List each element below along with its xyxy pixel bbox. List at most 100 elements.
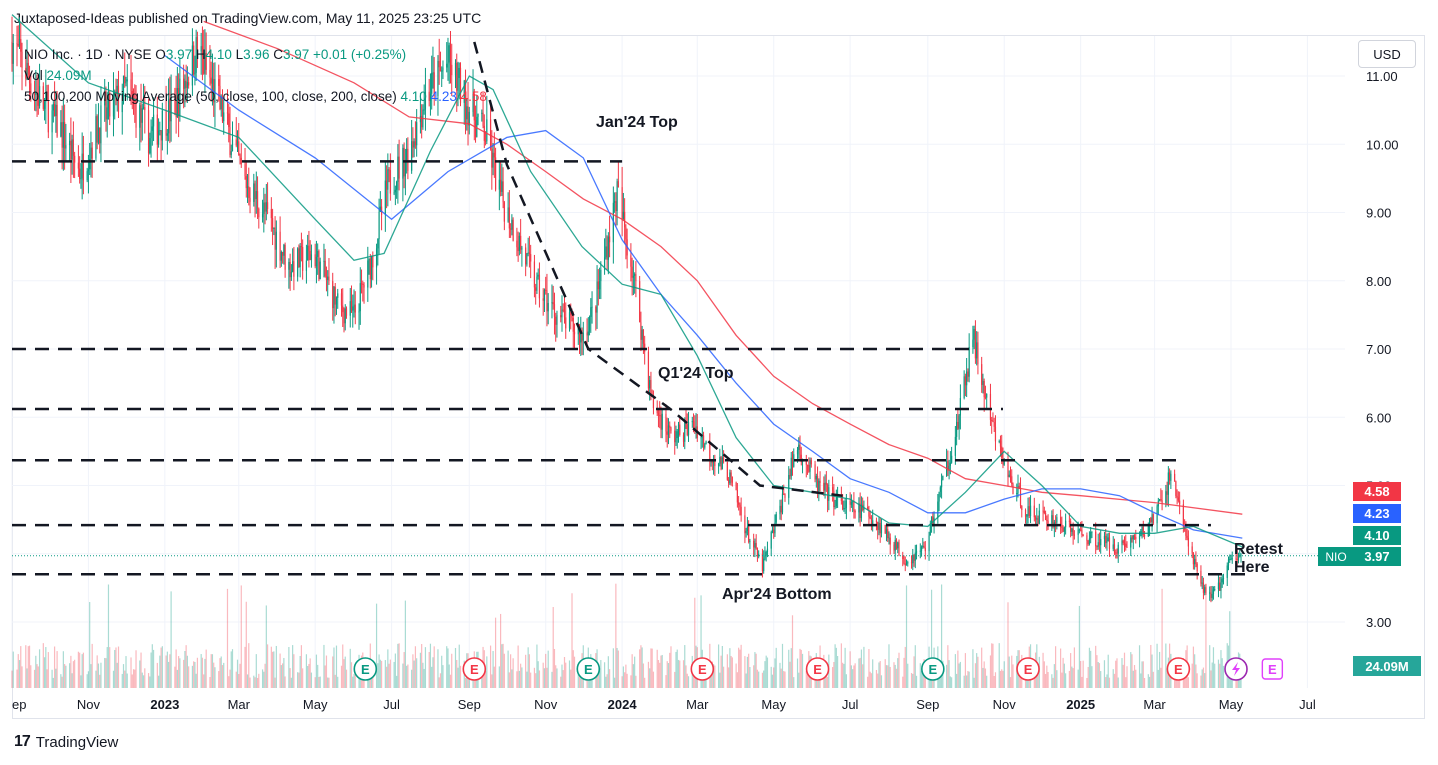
candle-body xyxy=(542,298,544,301)
volume-bar xyxy=(446,646,448,688)
volume-bar xyxy=(661,654,663,688)
volume-bar xyxy=(429,643,432,688)
candle-body xyxy=(161,110,163,141)
candle-body xyxy=(384,180,386,215)
candle-body xyxy=(595,306,597,313)
volume-bar xyxy=(986,675,988,688)
candle-body xyxy=(999,440,1002,447)
candle-body xyxy=(254,183,256,200)
volume-bar xyxy=(571,593,573,688)
volume-bar xyxy=(915,675,918,688)
volume-bar xyxy=(114,649,116,688)
volume-bar xyxy=(904,646,906,688)
volume-bar xyxy=(109,647,111,688)
candle-body xyxy=(337,293,339,298)
volume-bar xyxy=(297,672,299,688)
volume-bar xyxy=(837,656,839,688)
candle-body xyxy=(38,86,41,106)
close-value: 3.97 xyxy=(282,47,310,62)
volume-bar xyxy=(869,671,871,688)
candle-body xyxy=(318,251,320,280)
x-tick-label: 2024 xyxy=(608,697,638,712)
candle-body xyxy=(486,119,488,142)
volume-bar xyxy=(920,670,923,688)
candle-body xyxy=(652,396,655,409)
volume-bar xyxy=(456,659,458,688)
candle-body xyxy=(1061,524,1063,528)
candle-body xyxy=(1051,515,1053,524)
volume-bar xyxy=(799,648,801,688)
candle-body xyxy=(739,504,741,507)
candle-body xyxy=(319,261,321,280)
volume-bar xyxy=(248,643,250,688)
volume-bar xyxy=(388,663,390,688)
volume-bar xyxy=(1230,677,1232,688)
candle-body xyxy=(135,102,137,128)
volume-bar xyxy=(64,664,66,688)
volume-bar xyxy=(214,667,216,688)
volume-bar xyxy=(433,646,435,688)
volume-bar xyxy=(854,663,856,688)
annotation-apr24-bottom: Apr'24 Bottom xyxy=(722,586,832,603)
volume-bar xyxy=(614,677,616,688)
candle-body xyxy=(345,308,348,316)
volume-bar xyxy=(1063,663,1065,688)
footer-brand[interactable]: 17 TradingView xyxy=(14,733,118,751)
volume-bar xyxy=(991,643,993,688)
volume-bar xyxy=(280,665,282,688)
candle-body xyxy=(293,261,295,277)
volume-bar xyxy=(765,655,767,688)
candle-body xyxy=(968,347,970,377)
candle-body xyxy=(82,153,85,181)
volume-bar xyxy=(739,649,741,688)
volume-bar xyxy=(396,675,398,688)
candle-body xyxy=(735,482,737,491)
volume-bar xyxy=(907,663,909,688)
candle-body xyxy=(1229,558,1231,560)
candle-body xyxy=(1196,563,1198,571)
candle-body xyxy=(932,516,934,525)
candle-body xyxy=(1044,512,1047,520)
candle-body xyxy=(1236,558,1238,560)
candle-body xyxy=(1012,483,1014,494)
volume-bar xyxy=(640,645,642,688)
volume-bar xyxy=(632,664,634,688)
candle-body xyxy=(428,91,430,101)
volume-bar xyxy=(669,652,671,688)
candle-body xyxy=(1088,538,1091,545)
volume-bar xyxy=(379,659,381,688)
volume-bars xyxy=(11,583,1242,688)
candle-body xyxy=(501,181,503,192)
volume-bar xyxy=(1053,664,1055,688)
volume-bar xyxy=(968,671,970,688)
volume-bar xyxy=(565,662,567,688)
volume-bar xyxy=(203,674,205,688)
candle-body xyxy=(1028,506,1030,517)
currency-button[interactable]: USD xyxy=(1358,40,1416,68)
candle-body xyxy=(635,274,637,282)
volume-bar xyxy=(1133,665,1136,688)
candle-body xyxy=(473,94,475,121)
candle-body xyxy=(240,157,242,165)
candle-body xyxy=(547,303,549,312)
candle-body xyxy=(1054,522,1057,524)
candle-body xyxy=(21,51,23,68)
volume-bar xyxy=(345,669,348,688)
volume-bar xyxy=(630,675,632,688)
candle-body xyxy=(343,312,345,324)
x-tick-label: Sep xyxy=(458,697,481,712)
volume-bar xyxy=(1205,586,1207,688)
candle-body xyxy=(721,457,723,470)
upcoming-earnings-label: E xyxy=(1268,662,1277,677)
volume-bar xyxy=(61,676,63,688)
volume-bar xyxy=(1192,646,1195,688)
volume-bar xyxy=(835,647,837,688)
volume-bar xyxy=(963,675,965,688)
candle-body xyxy=(26,62,28,79)
candle-body xyxy=(530,254,532,262)
candle-body xyxy=(264,202,266,212)
candle-body xyxy=(958,415,960,429)
volume-bar xyxy=(140,652,142,688)
volume-bar xyxy=(263,671,265,688)
